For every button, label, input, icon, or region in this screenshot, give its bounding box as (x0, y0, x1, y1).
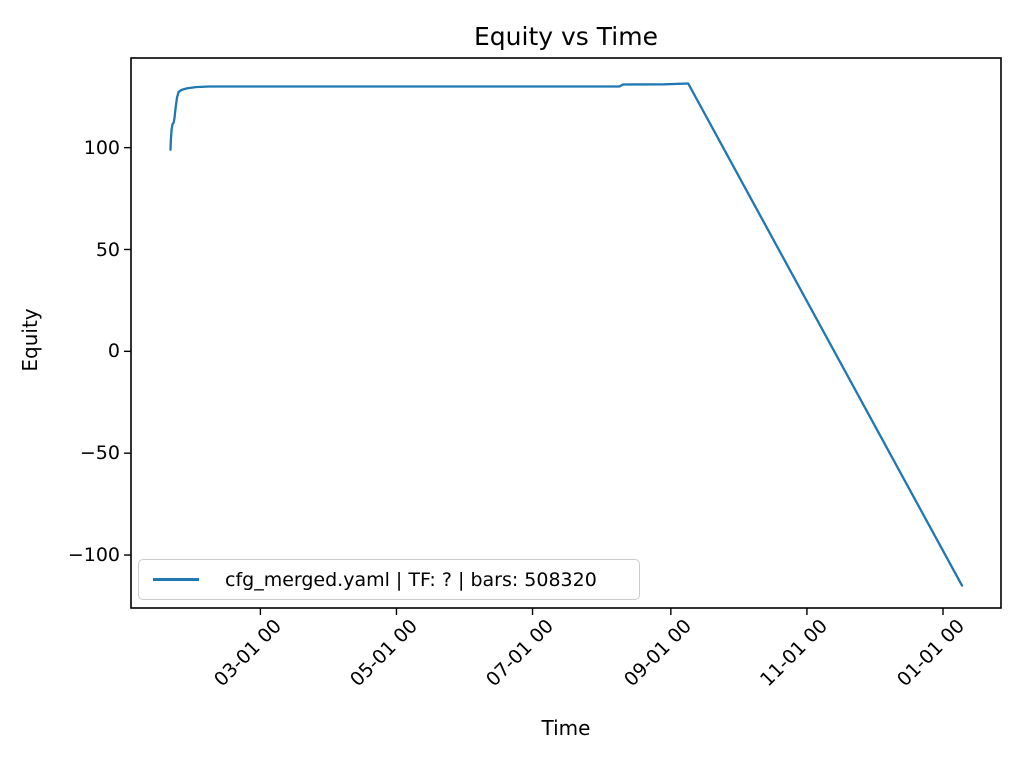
y-tick-label: 50 (95, 238, 120, 261)
legend-line-sample (153, 578, 199, 581)
y-tick-label: 100 (83, 136, 120, 159)
equity-line (169, 82, 964, 587)
chart-title: Equity vs Time (474, 22, 658, 51)
axis-tick-marks (124, 146, 944, 615)
plot-area-border (130, 57, 1002, 609)
x-axis-label: Time (541, 716, 591, 740)
legend: cfg_merged.yaml | TF: ? | bars: 508320 (138, 559, 640, 600)
y-tick-label: −50 (79, 442, 120, 465)
y-tick-label: 0 (107, 340, 120, 363)
y-tick-label: −100 (67, 544, 120, 566)
legend-label: cfg_merged.yaml | TF: ? | bars: 508320 (225, 568, 597, 591)
y-axis-label: Equity (18, 308, 42, 372)
